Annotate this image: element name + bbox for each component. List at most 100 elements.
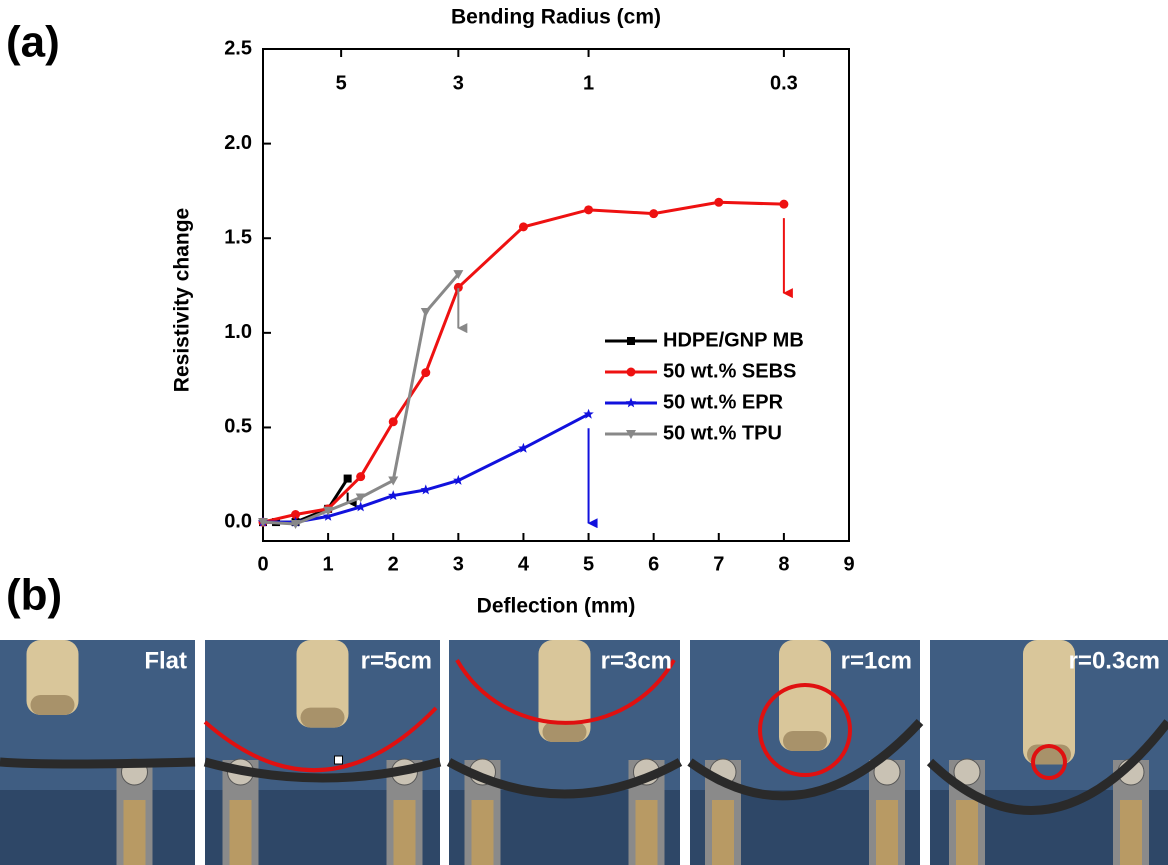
point	[518, 222, 528, 232]
x2-tick-label: 3	[453, 72, 464, 94]
x2-tick-label: 0.3	[770, 72, 798, 94]
point	[627, 337, 635, 345]
x2-tick-label: 1	[583, 72, 594, 94]
point	[323, 506, 334, 516]
strip	[0, 757, 196, 769]
photo-label: r=5cm	[361, 647, 432, 674]
photo: r=0.3cm	[926, 640, 1168, 865]
y-tick-label: 0.0	[224, 510, 252, 532]
photo: r=3cm	[446, 640, 683, 865]
point	[779, 199, 789, 209]
y-tick-label: 1.0	[224, 321, 252, 343]
x-tick-label: 0	[257, 553, 268, 575]
radius-arc	[1031, 744, 1067, 780]
legend-label: 50 wt.% SEBS	[663, 360, 796, 382]
radius-arc	[758, 683, 852, 777]
photo-bg-shade	[0, 790, 195, 865]
rod	[779, 640, 831, 751]
point	[453, 282, 463, 292]
radius-arc	[455, 659, 676, 725]
strip	[446, 758, 683, 799]
point	[625, 397, 637, 408]
point	[388, 476, 399, 486]
x-tick-label: 6	[648, 553, 659, 575]
y-tick-label: 2.0	[224, 132, 252, 154]
point	[714, 197, 724, 207]
point	[343, 474, 352, 483]
spring	[1120, 800, 1142, 865]
series-line	[262, 200, 784, 524]
legend-label: 50 wt.% EPR	[663, 391, 784, 413]
chart-title: Bending Radius (cm)	[451, 6, 661, 29]
point	[453, 270, 464, 280]
x2-tick-label: 5	[336, 72, 347, 94]
y-axis-label: Resistivity change	[171, 208, 194, 392]
x-tick-label: 3	[453, 553, 464, 575]
x-tick-label: 4	[518, 553, 530, 575]
spring	[123, 800, 146, 865]
rod-tip	[542, 722, 587, 742]
point	[626, 367, 636, 377]
point	[626, 430, 636, 439]
photo-label: r=3cm	[601, 647, 672, 674]
point	[258, 518, 268, 528]
rod-tip	[300, 707, 345, 728]
spring	[956, 800, 978, 865]
photo-label: Flat	[144, 647, 187, 674]
rod-tip	[30, 695, 75, 715]
rod	[296, 640, 349, 728]
point	[355, 501, 366, 512]
point	[355, 493, 366, 503]
photo-label: r=1cm	[841, 647, 912, 674]
rod	[538, 640, 591, 742]
x-tick-label: 8	[778, 553, 789, 575]
spring	[635, 800, 658, 865]
spring	[876, 800, 898, 865]
point	[584, 205, 594, 215]
point	[388, 490, 399, 500]
y-tick-label: 1.5	[224, 227, 252, 249]
legend-label: HDPE/GNP MB	[663, 329, 804, 351]
rod	[1023, 640, 1075, 765]
photo: r=1cm	[687, 640, 924, 865]
panel-label: (a)	[6, 18, 60, 67]
point	[649, 209, 659, 219]
spring	[229, 800, 252, 865]
point	[453, 474, 464, 485]
point	[583, 408, 594, 419]
point	[420, 308, 431, 318]
panel-label: (b)	[6, 571, 62, 620]
point	[322, 510, 334, 521]
point	[356, 472, 366, 482]
x-axis-label: Deflection (mm)	[477, 595, 636, 618]
photo: r=5cm	[203, 640, 442, 865]
y-tick-label: 0.5	[224, 416, 252, 438]
point	[421, 368, 431, 378]
point	[518, 442, 529, 453]
photo: Flat	[0, 640, 196, 865]
strip	[687, 718, 924, 801]
spring	[471, 800, 494, 865]
radius-arc	[203, 706, 438, 773]
x-tick-label: 1	[323, 553, 334, 575]
x-tick-label: 2	[388, 553, 399, 575]
point	[420, 484, 431, 495]
legend-label: 50 wt.% TPU	[663, 422, 782, 444]
plot-frame	[262, 48, 850, 542]
strip	[926, 719, 1168, 815]
strip	[203, 757, 442, 783]
series-line	[262, 273, 460, 526]
point	[290, 519, 301, 529]
point	[388, 417, 398, 427]
x-tick-label: 5	[583, 553, 594, 575]
point	[291, 510, 301, 520]
marker-square	[334, 755, 343, 765]
spring	[393, 800, 416, 865]
rod-tip	[783, 731, 827, 751]
series-line	[263, 412, 590, 524]
screw	[953, 758, 981, 786]
spring	[712, 800, 734, 865]
photo-label: r=0.3cm	[1069, 647, 1160, 674]
x-tick-label: 9	[843, 553, 854, 575]
